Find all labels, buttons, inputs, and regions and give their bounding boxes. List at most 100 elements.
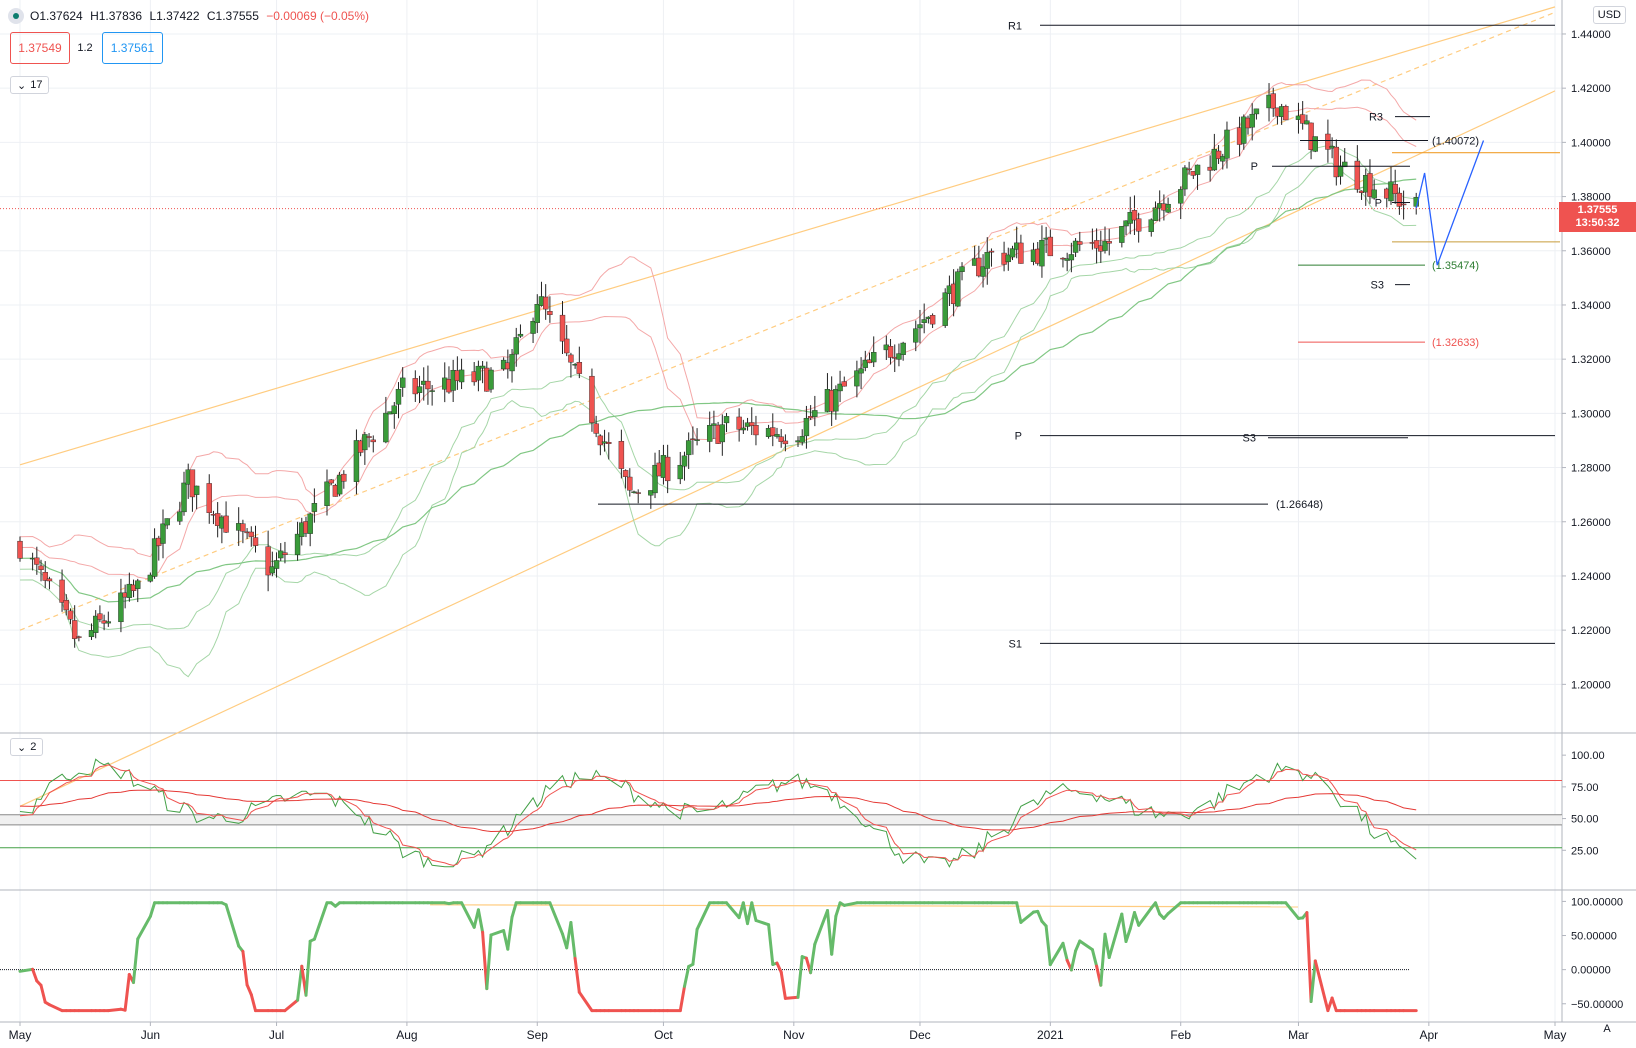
candle-down xyxy=(778,436,784,442)
candle-up xyxy=(1220,156,1226,162)
level-label: S3 xyxy=(1371,280,1384,292)
candle-up xyxy=(395,388,402,405)
candle-down xyxy=(1077,241,1083,245)
candle-down xyxy=(1093,240,1100,249)
candle-up xyxy=(429,390,435,392)
momentum-segment xyxy=(460,901,476,929)
candle-up xyxy=(1005,254,1011,263)
candle-down xyxy=(664,456,671,482)
candle-up xyxy=(723,416,730,424)
candle-down xyxy=(753,424,759,436)
candle-down xyxy=(690,438,696,441)
candle-up xyxy=(479,365,486,369)
candle-up xyxy=(353,440,360,482)
candle-down xyxy=(97,613,103,620)
x-tick-label: Oct xyxy=(654,1028,673,1042)
candle-up xyxy=(181,482,187,513)
indicator-count: 17 xyxy=(30,79,43,91)
candle-down xyxy=(223,515,229,533)
x-tick-label: Feb xyxy=(1170,1028,1191,1042)
momentum-segment xyxy=(123,973,131,1012)
candle-down xyxy=(59,579,65,603)
channel-line xyxy=(19,6,1556,466)
momentum-segment xyxy=(224,903,241,948)
momentum-segment xyxy=(573,956,581,994)
candle-up xyxy=(1371,189,1377,199)
y-tick-label: 1.42000 xyxy=(1571,83,1611,95)
candle-down xyxy=(189,469,196,498)
candle-down xyxy=(252,537,259,546)
momentum-segment xyxy=(1137,906,1153,927)
candle-up xyxy=(799,436,805,443)
momentum-segment xyxy=(813,909,829,946)
momentum-line xyxy=(18,901,1418,1013)
candle-up xyxy=(269,566,276,574)
candle-up xyxy=(706,425,713,442)
candle-up xyxy=(1039,239,1045,267)
momentum-segment xyxy=(510,901,518,919)
candle-down xyxy=(1333,146,1340,178)
candle-up xyxy=(681,455,688,467)
momentum-segment xyxy=(1090,948,1099,968)
sell-button[interactable]: 1.37549 xyxy=(10,32,70,64)
indicators-toggle-stochastic[interactable]: ⌄ 2 xyxy=(10,738,44,756)
candle-up xyxy=(833,389,839,412)
x-tick-label: Apr xyxy=(1419,1028,1438,1042)
y-tick-label: 0.00000 xyxy=(1571,965,1611,977)
candle-down xyxy=(593,423,599,434)
candle-down xyxy=(71,620,78,639)
momentum-segment xyxy=(489,929,506,937)
momentum-segment xyxy=(1074,939,1082,953)
momentum-segment xyxy=(1313,959,1330,1013)
level-label: P xyxy=(1375,198,1382,210)
y-tick-label: 1.30000 xyxy=(1571,408,1611,420)
candle-up xyxy=(88,630,95,638)
candle-down xyxy=(542,296,549,310)
momentum-segment xyxy=(683,965,691,988)
trend-channel xyxy=(19,6,1556,807)
candle-down xyxy=(618,441,625,469)
level-label: S1 xyxy=(1009,638,1022,650)
candle-up xyxy=(955,271,961,307)
candle-down xyxy=(564,338,570,354)
candle-up xyxy=(677,464,683,480)
buy-button[interactable]: 1.37561 xyxy=(102,32,163,64)
indicators-toggle-main[interactable]: ⌄ 17 xyxy=(10,76,50,94)
candle-up xyxy=(711,423,717,426)
y-tick-label: 50.00 xyxy=(1571,814,1599,826)
symbol-header: O1.37624 H1.37836 L1.37422 C1.37555 −0.0… xyxy=(8,8,373,24)
bar-countdown: 13:50:32 xyxy=(1575,217,1620,229)
candle-up xyxy=(458,369,465,383)
candle-down xyxy=(341,473,347,482)
candle-up xyxy=(812,410,818,417)
stoch-band xyxy=(0,814,1562,825)
open-value: O1.37624 xyxy=(30,9,83,23)
candle-down xyxy=(782,440,789,445)
candle-up xyxy=(858,368,864,374)
y-tick-label: 1.40000 xyxy=(1571,137,1611,149)
candle-down xyxy=(38,565,44,571)
y-tick-label: 25.00 xyxy=(1571,845,1599,857)
y-tick-label: 100.00 xyxy=(1571,750,1605,762)
momentum-segment xyxy=(132,937,140,984)
momentum-segment xyxy=(1078,939,1094,952)
auto-scale-button[interactable]: A xyxy=(1603,1023,1611,1035)
momentum-segment xyxy=(1124,927,1132,943)
currency-label[interactable]: USD xyxy=(1592,6,1626,24)
candle-up xyxy=(1068,254,1075,261)
momentum-segment xyxy=(1305,911,1313,1003)
bands xyxy=(19,79,1417,678)
momentum-segment xyxy=(1019,910,1035,924)
candle-up xyxy=(685,440,692,456)
candle-down xyxy=(17,540,23,559)
last-price-value: 1.37555 xyxy=(1577,204,1618,216)
momentum-segment xyxy=(1107,912,1124,959)
momentum-segment xyxy=(1330,996,1338,1013)
y-tick-label: 1.26000 xyxy=(1571,517,1611,529)
candle-up xyxy=(336,474,343,495)
momentum-segment xyxy=(485,933,493,991)
candle-up xyxy=(311,503,318,512)
candle-up xyxy=(164,518,170,526)
candle-up xyxy=(391,405,397,414)
